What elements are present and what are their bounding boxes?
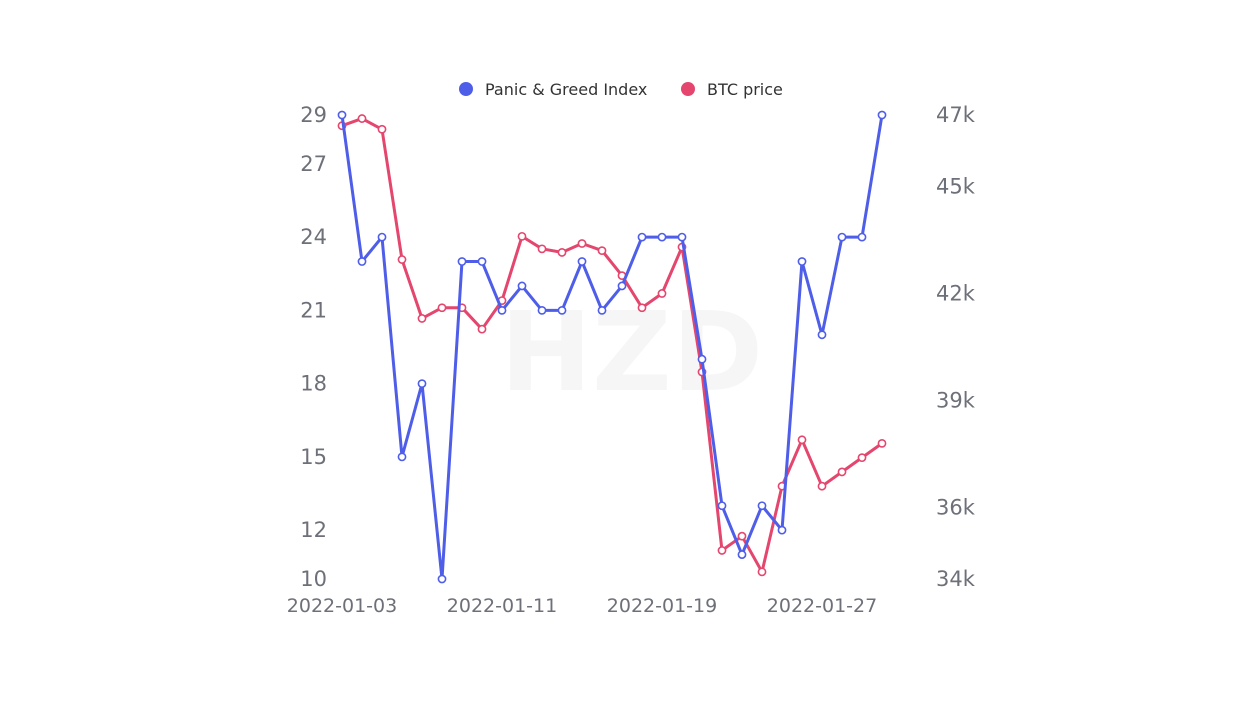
series-line-1 [340, 113, 884, 581]
y-left-tick-7: 10 [300, 567, 327, 591]
series-1-point-0[interactable] [337, 110, 347, 120]
series-1-point-11[interactable] [557, 305, 567, 315]
x-tick-2: 2022-01-19 [607, 595, 717, 617]
series-1-point-3[interactable] [397, 452, 407, 462]
series-1-point-6[interactable] [457, 257, 467, 266]
series-2-point-2[interactable] [377, 124, 387, 134]
series-1-point-4[interactable] [417, 379, 427, 389]
y-left-tick-5: 15 [300, 445, 327, 469]
series-1-point-23[interactable] [797, 257, 807, 266]
series-2-point-9[interactable] [517, 231, 527, 241]
x-axis: 2022-01-03 2022-01-11 2022-01-19 2022-01-27 [287, 595, 877, 617]
series-2-point-26[interactable] [857, 453, 867, 463]
series-2-point-24[interactable] [817, 481, 827, 491]
series-2-point-3[interactable] [397, 255, 407, 264]
legend-label-1[interactable]: Panic & Greed Index [485, 80, 647, 99]
series-1-point-25[interactable] [837, 232, 847, 242]
series-1-point-19[interactable] [717, 501, 727, 511]
y-left-tick-6: 12 [300, 518, 327, 542]
y-right-tick-1: 45k [936, 174, 976, 198]
y-left-tick-3: 21 [300, 298, 327, 322]
y-right-tick-3: 39k [936, 389, 976, 413]
y-right-tick-0: 47k [936, 103, 976, 127]
y-axis-right: 47k 45k 42k 39k 36k 34k [936, 103, 976, 591]
series-2-point-27[interactable] [877, 438, 887, 448]
y-right-tick-2: 42k [936, 281, 976, 305]
series-2 [337, 114, 887, 577]
series-1-point-9[interactable] [517, 281, 527, 291]
series-2-point-4[interactable] [417, 314, 427, 323]
series-1-point-26[interactable] [857, 232, 867, 242]
y-left-tick-0: 29 [300, 103, 327, 127]
series-1-point-24[interactable] [817, 330, 827, 340]
series-1-point-1[interactable] [357, 257, 367, 266]
series-1-point-14[interactable] [617, 281, 627, 291]
series-1-point-17[interactable] [677, 232, 687, 242]
series-2-point-23[interactable] [797, 435, 807, 445]
y-left-tick-2: 24 [300, 225, 327, 249]
series-1-point-8[interactable] [497, 305, 507, 315]
x-tick-3: 2022-01-27 [767, 595, 877, 617]
series-1-point-5[interactable] [437, 574, 447, 584]
series-1-point-10[interactable] [537, 305, 547, 315]
series-2-point-1[interactable] [357, 114, 367, 123]
series-1-point-27[interactable] [877, 110, 887, 120]
series-2-point-12[interactable] [577, 239, 587, 248]
series-1-point-12[interactable] [577, 257, 587, 266]
series-line-2 [340, 117, 884, 574]
y-right-tick-5: 34k [936, 567, 976, 591]
series-1-point-2[interactable] [377, 232, 387, 242]
series-1-point-16[interactable] [657, 232, 667, 242]
series-2-point-15[interactable] [637, 303, 647, 313]
legend-marker-2[interactable] [681, 82, 695, 96]
y-left-tick-1: 27 [300, 152, 327, 176]
legend-marker-1[interactable] [459, 82, 473, 96]
series-2-point-16[interactable] [657, 289, 667, 298]
series-2-point-20[interactable] [737, 531, 747, 541]
series-2-point-21[interactable] [757, 567, 767, 577]
x-tick-0: 2022-01-03 [287, 595, 397, 617]
series-1-point-7[interactable] [477, 257, 487, 266]
series-1-point-13[interactable] [597, 305, 607, 315]
legend-label-2[interactable]: BTC price [707, 80, 783, 99]
series-1-point-22[interactable] [777, 525, 787, 535]
series-1-point-18[interactable] [697, 354, 707, 364]
x-tick-1: 2022-01-11 [447, 595, 557, 617]
series-1-point-15[interactable] [637, 232, 647, 242]
legend: Panic & Greed Index BTC price [459, 80, 783, 99]
series-2-point-5[interactable] [437, 303, 447, 313]
series-2-point-10[interactable] [537, 244, 547, 254]
y-right-tick-4: 36k [936, 496, 976, 520]
series-1-point-20[interactable] [737, 550, 747, 559]
series-2-point-7[interactable] [477, 324, 487, 334]
y-left-tick-4: 18 [300, 372, 327, 396]
series-2-point-11[interactable] [557, 248, 567, 257]
series-2-point-19[interactable] [717, 546, 727, 555]
series-layer [337, 110, 887, 584]
series-1-point-21[interactable] [757, 501, 767, 511]
series-1 [337, 110, 887, 584]
series-2-point-25[interactable] [837, 467, 847, 477]
y-axis-left: 29 27 24 21 18 15 12 10 [300, 103, 327, 591]
series-2-point-13[interactable] [597, 246, 607, 256]
